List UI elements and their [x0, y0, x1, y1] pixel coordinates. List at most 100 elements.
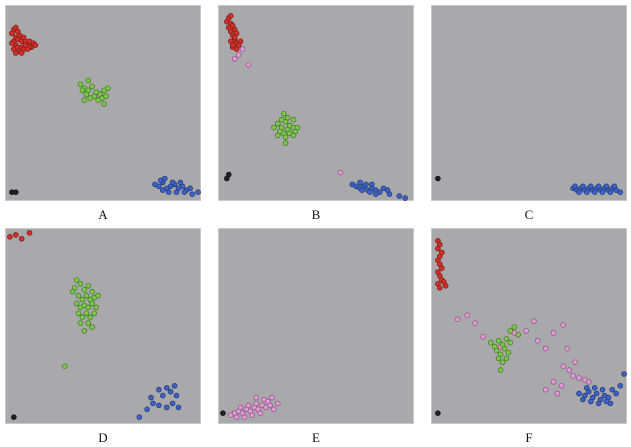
data-point-black-0 [435, 175, 441, 182]
data-point-pink-11 [560, 322, 567, 328]
data-point-blue-19 [607, 400, 614, 407]
data-point-green-15 [290, 116, 297, 123]
scatter-plot-a [9, 24, 201, 198]
data-point-blue-7 [148, 394, 154, 401]
data-point-pink-2 [472, 320, 478, 326]
data-point-red-12 [229, 22, 236, 29]
data-point-blue-1 [144, 406, 150, 413]
data-point-pink-23 [558, 383, 565, 389]
data-point-blue-14 [396, 193, 403, 199]
data-point-green-14 [274, 132, 281, 139]
data-point-blue-18 [591, 385, 598, 391]
data-point-blue-19 [588, 183, 594, 190]
data-point-green-17 [294, 124, 301, 131]
data-point-green-9 [495, 355, 502, 362]
data-point-pink-18 [237, 404, 244, 411]
panel-label-a: A [98, 207, 108, 222]
data-point-pink-18 [560, 363, 567, 370]
data-point-pink-6 [523, 328, 529, 334]
data-point-green-19 [280, 111, 287, 117]
data-point-pink-17 [267, 402, 273, 409]
data-point-green-11 [83, 91, 90, 97]
data-point-blue-22 [611, 183, 618, 190]
data-point-pink-22 [253, 394, 259, 401]
data-point-green-7 [282, 134, 289, 141]
data-point-green-16 [101, 101, 107, 107]
data-point-green-20 [91, 310, 97, 317]
data-point-blue-16 [584, 385, 590, 391]
data-point-pink-1 [464, 312, 471, 318]
data-point-pink-14 [576, 375, 582, 381]
data-point-pink-21 [542, 386, 549, 393]
data-point-pink-17 [572, 359, 578, 366]
data-point-green-13 [284, 114, 291, 121]
data-point-green-15 [93, 304, 99, 311]
data-point-green-13 [85, 304, 92, 311]
data-point-red-14 [442, 282, 449, 289]
data-point-pink-8 [535, 337, 541, 344]
panel-f [431, 228, 627, 424]
data-point-green-18 [282, 140, 289, 147]
data-point-green-12 [278, 116, 285, 123]
data-point-red-26 [24, 46, 31, 52]
data-point-green-11 [503, 355, 510, 362]
data-point-black-0 [11, 414, 17, 421]
data-point-green-7 [83, 292, 90, 299]
data-point-blue-10 [173, 392, 180, 399]
data-point-blue-21 [603, 183, 610, 190]
data-point-blue-10 [160, 187, 166, 194]
data-point-blue-11 [165, 189, 172, 196]
data-point-green-24 [81, 328, 88, 334]
data-point-red-1 [13, 232, 19, 238]
data-point-pink-0 [454, 316, 461, 322]
data-point-green-16 [271, 124, 277, 131]
data-point-blue-13 [171, 383, 178, 389]
data-point-blue-15 [591, 189, 598, 196]
data-point-green-16 [497, 367, 504, 373]
data-point-blue-17 [599, 386, 606, 393]
panel-label-c: C [524, 207, 534, 222]
data-point-green-26 [95, 292, 101, 299]
data-point-green-6 [79, 296, 86, 303]
data-point-blue-2 [150, 400, 156, 407]
data-point-blue-8 [609, 386, 616, 393]
data-point-green-10 [73, 300, 80, 307]
data-point-blue-10 [617, 383, 624, 389]
scatter-plot-d [7, 230, 182, 421]
data-point-pink-19 [245, 402, 252, 409]
panel-e [218, 228, 414, 424]
data-point-black-1 [13, 189, 19, 196]
data-point-red-2 [435, 245, 441, 252]
data-point-pink-3 [480, 334, 486, 340]
data-point-pink-4 [337, 169, 344, 176]
data-point-blue-4 [593, 390, 600, 397]
data-point-blue-0 [136, 414, 143, 421]
data-point-green-14 [515, 332, 521, 338]
data-point-black-0 [435, 410, 441, 417]
data-point-blue-12 [617, 189, 624, 196]
data-point-blue-17 [607, 189, 614, 196]
data-point-pink-9 [233, 414, 240, 421]
data-point-blue-16 [349, 181, 356, 188]
data-point-green-2 [81, 286, 88, 293]
data-point-green-7 [501, 345, 508, 352]
data-point-green-14 [79, 87, 86, 94]
panel-b [218, 5, 414, 201]
data-point-blue-23 [572, 183, 578, 190]
data-point-green-0 [487, 339, 494, 346]
data-point-green-3 [89, 83, 95, 90]
data-point-pink-3 [231, 56, 238, 62]
data-point-pink-1 [245, 61, 252, 68]
data-point-blue-5 [169, 400, 176, 407]
data-point-red-18 [229, 42, 236, 48]
panel-a [5, 5, 201, 201]
data-point-blue-8 [160, 392, 166, 399]
data-point-pink-10 [550, 330, 557, 336]
data-point-green-13 [511, 324, 518, 330]
data-point-green-15 [81, 97, 88, 103]
data-point-green-5 [75, 292, 82, 299]
data-point-pink-12 [564, 345, 571, 352]
data-point-green-18 [83, 310, 90, 317]
panel-label-d: D [98, 430, 108, 445]
data-point-pink-0 [239, 46, 246, 52]
